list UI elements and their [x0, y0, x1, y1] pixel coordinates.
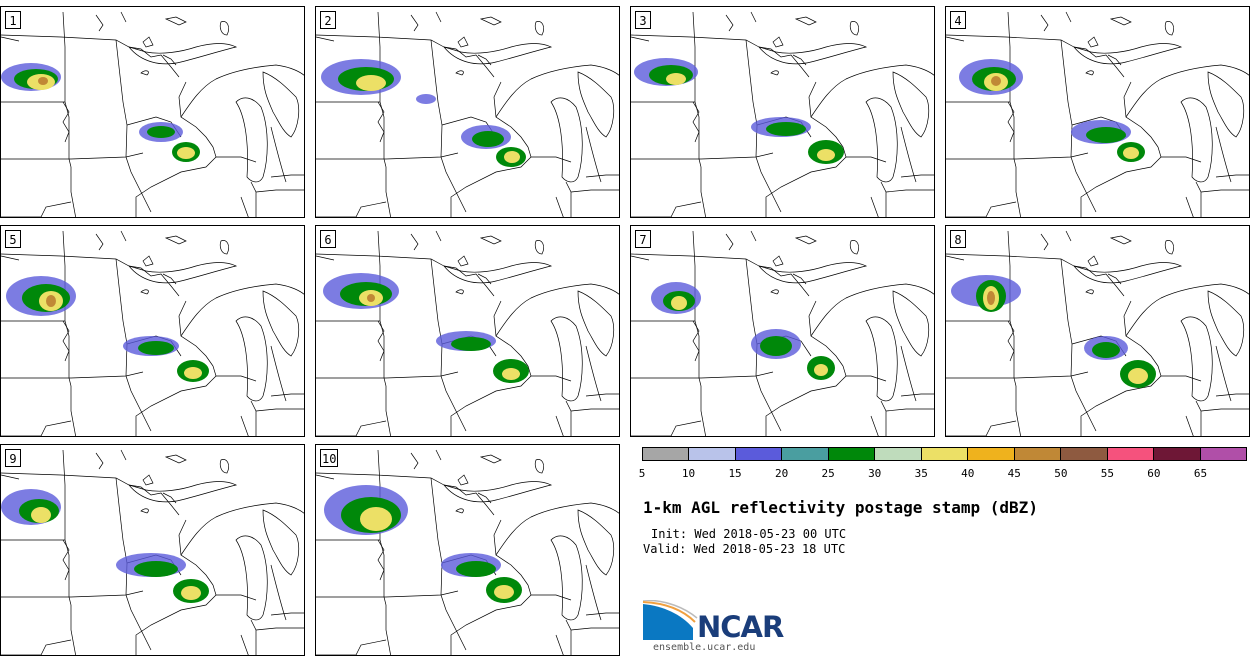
echo-cluster — [6, 276, 209, 382]
echo-cluster — [651, 282, 835, 380]
map-2 — [316, 11, 619, 217]
colorbar-tick-label: 5 — [638, 467, 646, 480]
echo-cluster — [1, 489, 209, 603]
colorbar-segment — [1200, 448, 1247, 460]
figure-title: 1-km AGL reflectivity postage stamp (dBZ… — [643, 498, 1038, 517]
colorbar-tick-label: 20 — [774, 467, 789, 480]
map-1 — [1, 11, 304, 217]
map-3 — [631, 11, 934, 217]
panel-7: 7 — [630, 225, 935, 437]
map-5 — [1, 230, 304, 436]
panel-4: 4 — [945, 6, 1250, 218]
colorbar-tick-label: 15 — [728, 467, 742, 480]
echo-cluster — [634, 58, 844, 164]
map-4 — [946, 11, 1249, 217]
colorbar-tick-label: 35 — [914, 467, 928, 480]
panel-label: 6 — [320, 230, 336, 248]
colorbar-segment — [1107, 448, 1155, 460]
echo-cluster — [324, 485, 522, 603]
panel-label: 1 — [5, 11, 21, 29]
panel-2: 2 — [315, 6, 620, 218]
echo-cluster — [321, 59, 526, 167]
panel-label: 8 — [950, 230, 966, 248]
init-time: Init: Wed 2018-05-23 00 UTC — [651, 527, 847, 541]
colorbar-segment — [921, 448, 969, 460]
reflectivity-colorbar — [642, 447, 1247, 461]
colorbar-tick-label: 45 — [1007, 467, 1021, 480]
map-10 — [316, 449, 619, 655]
colorbar-segment — [643, 448, 690, 460]
echo-cluster — [959, 59, 1145, 162]
colorbar-tick-label: 50 — [1054, 467, 1068, 480]
echo-cluster — [1, 63, 200, 162]
colorbar-segment — [689, 448, 736, 460]
colorbar-segment — [782, 448, 829, 460]
panel-3: 3 — [630, 6, 935, 218]
colorbar-tick-label: 65 — [1193, 467, 1208, 480]
site-url: ensemble.ucar.edu — [653, 642, 756, 653]
colorbar-segment — [828, 448, 876, 460]
panel-9: 9 — [0, 444, 305, 656]
colorbar-segment — [1061, 448, 1108, 460]
panel-1: 1 — [0, 6, 305, 218]
panel-label: 3 — [635, 11, 651, 29]
panel-10: 10 — [315, 444, 620, 656]
panel-label: 9 — [5, 449, 21, 467]
echo-cluster — [323, 273, 529, 383]
ncar-logo-text: NCAR — [697, 610, 784, 644]
colorbar-segment — [1154, 448, 1201, 460]
colorbar-tick-label: 55 — [1100, 467, 1114, 480]
map-8 — [946, 230, 1249, 436]
panel-8: 8 — [945, 225, 1250, 437]
colorbar-tick-label: 40 — [961, 467, 975, 480]
panel-label: 10 — [320, 449, 339, 467]
colorbar-segment — [735, 448, 783, 460]
colorbar-segment — [875, 448, 922, 460]
map-6 — [316, 230, 619, 436]
colorbar-tick-label: 10 — [681, 467, 696, 480]
colorbar-tick-label: 25 — [821, 467, 835, 480]
echo-cluster — [951, 275, 1156, 388]
colorbar-tick-label: 30 — [868, 467, 882, 480]
ncar-logo-icon — [643, 600, 698, 640]
valid-time: Valid: Wed 2018-05-23 18 UTC — [643, 542, 846, 556]
colorbar-segment — [968, 448, 1015, 460]
map-9 — [1, 449, 304, 655]
panel-6: 6 — [315, 225, 620, 437]
map-7 — [631, 230, 934, 436]
panel-label: 5 — [5, 230, 21, 248]
panel-label: 2 — [320, 11, 336, 29]
panel-5: 5 — [0, 225, 305, 437]
panel-label: 7 — [635, 230, 651, 248]
colorbar-tick-label: 60 — [1147, 467, 1161, 480]
colorbar-segment — [1014, 448, 1062, 460]
panel-label: 4 — [950, 11, 966, 29]
